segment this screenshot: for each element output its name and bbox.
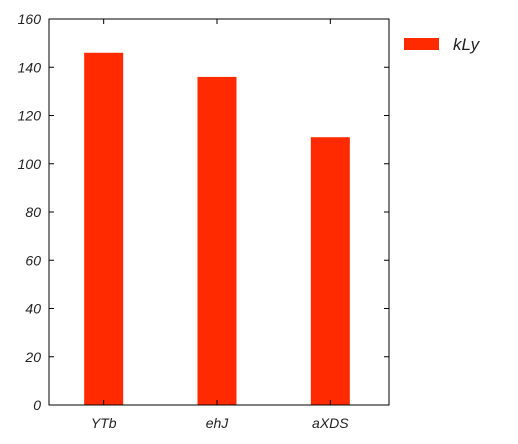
y-tick-label-0: 0 — [33, 397, 41, 413]
legend-swatch-kLy — [404, 38, 439, 50]
bar-YTb — [84, 53, 123, 405]
y-tick-label-60: 60 — [25, 252, 41, 268]
bars-group — [84, 53, 350, 405]
y-tick-label-160: 160 — [18, 11, 42, 27]
y-tick-label-40: 40 — [25, 301, 41, 317]
legend-label-kLy: kLy — [453, 35, 481, 54]
x-tick-labels: YTb ehJ aXDS — [91, 415, 349, 431]
legend: kLy — [404, 35, 481, 54]
y-tick-label-140: 140 — [18, 59, 42, 75]
y-tick-label-80: 80 — [25, 204, 41, 220]
y-tick-labels: 0 20 40 60 80 100 120 140 160 — [18, 11, 42, 413]
y-tick-label-20: 20 — [24, 349, 41, 365]
x-tick-label-YTb: YTb — [91, 415, 117, 431]
x-tick-label-aXDS: aXDS — [312, 415, 349, 431]
bar-ehJ — [198, 77, 237, 405]
bar-aXDS — [311, 137, 350, 405]
y-tick-label-120: 120 — [18, 108, 42, 124]
x-tick-label-ehJ: ehJ — [206, 415, 230, 431]
y-tick-label-100: 100 — [18, 156, 42, 172]
